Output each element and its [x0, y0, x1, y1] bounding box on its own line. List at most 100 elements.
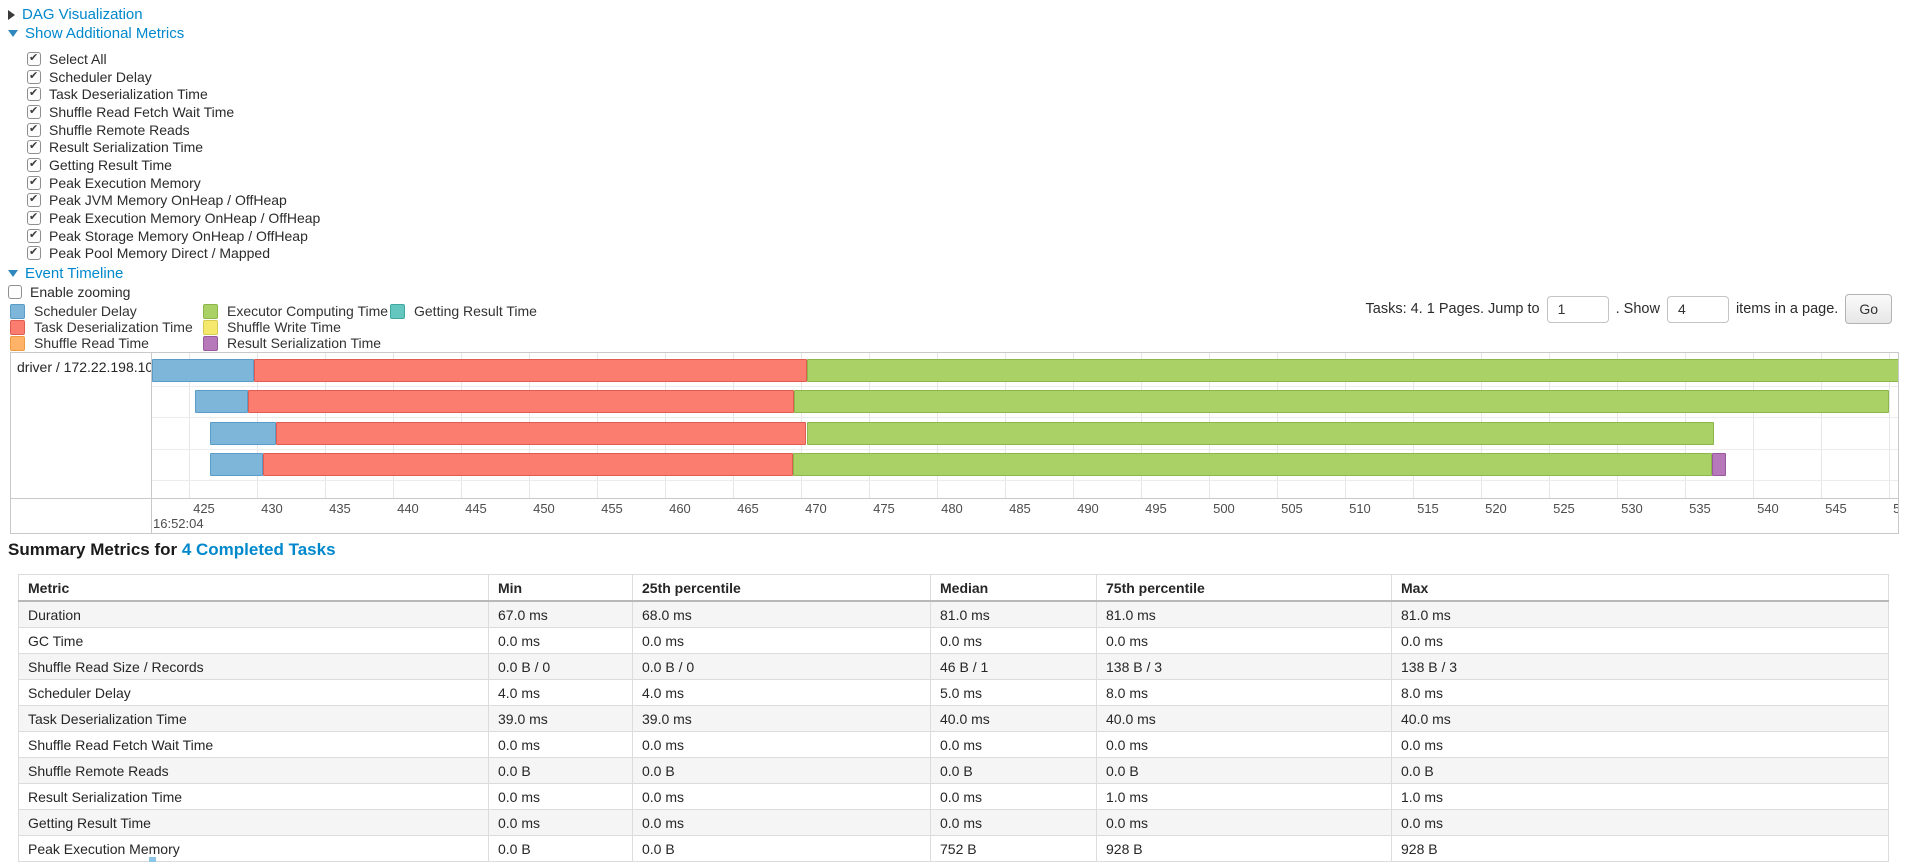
summary-metric-value: 81.0 ms: [1391, 600, 1889, 628]
summary-metric-name: GC Time: [18, 627, 489, 654]
metric-checkbox[interactable]: [27, 51, 41, 66]
summary-metric-value: 68.0 ms: [632, 600, 931, 628]
metric-checkbox-label: Getting Result Time: [49, 156, 172, 173]
summary-metric-value: 4.0 ms: [632, 679, 931, 706]
summary-metric-value: 40.0 ms: [930, 705, 1097, 732]
axis-tick-label: 465: [737, 501, 759, 516]
timeline-bar-task-deserialization[interactable]: [254, 359, 807, 382]
timeline-bar-task-deserialization[interactable]: [276, 421, 807, 445]
timeline-bar-result-serialization[interactable]: [1712, 452, 1726, 476]
metric-checkbox[interactable]: [27, 139, 41, 155]
legend-label: Task Deserialization Time: [34, 319, 193, 336]
timeline-bar-executor-computing[interactable]: [794, 390, 1890, 414]
axis-gridline: [1821, 353, 1823, 498]
legend-item-scheduler-delay: Scheduler Delay: [10, 303, 193, 319]
legend-swatch-icon: [203, 319, 218, 335]
metric-checkbox[interactable]: [27, 192, 41, 208]
timeline-bar-scheduler-delay[interactable]: [152, 359, 255, 382]
summary-metric-value: 0.0 B: [1096, 757, 1392, 784]
task-pagination: Tasks: 4. 1 Pages. Jump to . Show items …: [1366, 294, 1892, 324]
timeline-bar-scheduler-delay[interactable]: [209, 452, 263, 476]
col-header-median: Median: [930, 574, 1097, 602]
metric-checkbox-label: Peak Storage Memory OnHeap / OffHeap: [49, 227, 308, 244]
timeline-bar-executor-computing[interactable]: [806, 421, 1714, 445]
summary-metric-value: 928 B: [1391, 835, 1889, 862]
timeline-bar-executor-computing[interactable]: [792, 452, 1713, 476]
show-additional-metrics-toggle[interactable]: Show Additional Metrics: [8, 25, 184, 42]
summary-metric-value: 0.0 B / 0: [488, 653, 633, 680]
chevron-down-icon: [8, 270, 18, 277]
summary-metric-value: 0.0 ms: [488, 783, 633, 810]
axis-tick-label: 540: [1757, 501, 1779, 516]
timeline-bar-executor-computing[interactable]: [806, 359, 1898, 382]
summary-metric-value: 752 B: [930, 835, 1097, 862]
event-timeline-toggle[interactable]: Event Timeline: [8, 265, 123, 282]
metric-checkbox-label: Peak Execution Memory: [49, 174, 201, 191]
summary-metric-value: 0.0 ms: [930, 783, 1097, 810]
timeline-bar-task-deserialization[interactable]: [247, 390, 795, 414]
metric-checkbox-label: Peak Execution Memory OnHeap / OffHeap: [49, 210, 321, 227]
axis-tick-label: 425: [193, 501, 215, 516]
enable-zooming-checkbox[interactable]: [8, 284, 22, 299]
axis-tick-label: 545: [1825, 501, 1847, 516]
legend-label: Result Serialization Time: [227, 335, 382, 352]
summary-table-row: Peak Execution Memory 0.0 B 0.0 B 752 B 928 …: [18, 835, 1889, 862]
completed-tasks-link[interactable]: 4 Completed Tasks: [181, 540, 336, 559]
axis-tick-label: 535: [1689, 501, 1711, 516]
legend-label: Executor Computing Time: [227, 303, 389, 320]
summary-table-header-row: Metric Min 25th percentile Median 75th p…: [18, 574, 1889, 602]
summary-metric-value: 0.0 B / 0: [632, 653, 931, 680]
row-separator-line: [151, 417, 1898, 419]
summary-table-row: GC Time 0.0 ms 0.0 ms 0.0 ms 0.0 ms 0.0 ms: [18, 627, 1889, 654]
metric-checkbox[interactable]: [27, 69, 41, 84]
summary-metric-value: 0.0 ms: [930, 627, 1097, 654]
summary-metric-value: 40.0 ms: [1096, 705, 1392, 732]
metric-checkbox-row: Peak Execution Memory OnHeap / OffHeap: [27, 209, 320, 227]
axis-tick-label: 470: [805, 501, 827, 516]
axis-tick-label: 430: [261, 501, 283, 516]
summary-metric-value: 0.0 ms: [1096, 627, 1392, 654]
col-header-metric: Metric: [18, 574, 489, 602]
additional-metrics-list: Select All Scheduler Delay Task Deserializ…: [27, 50, 320, 262]
summary-metric-name: Result Serialization Time: [18, 783, 489, 810]
metric-checkbox[interactable]: [27, 104, 41, 119]
event-timeline-label: Event Timeline: [25, 265, 124, 282]
summary-metric-value: 0.0 B: [1391, 757, 1889, 784]
legend-item-shuffle-write: Shuffle Write Time: [203, 319, 388, 335]
metric-checkbox[interactable]: [27, 122, 41, 137]
go-button[interactable]: Go: [1845, 294, 1892, 324]
row-separator-line: [151, 448, 1898, 450]
axis-tick-label: 495: [1145, 501, 1167, 516]
legend-column: Executor Computing Time Shuffle Write Tim…: [203, 303, 388, 352]
metric-checkbox[interactable]: [27, 245, 41, 261]
page-size-input[interactable]: [1666, 295, 1729, 323]
metric-checkbox-row: Result Serialization Time: [27, 138, 320, 156]
metric-checkbox[interactable]: [27, 228, 41, 243]
axis-tick-label: 490: [1077, 501, 1099, 516]
summary-metric-value: 40.0 ms: [1391, 705, 1889, 732]
metric-checkbox[interactable]: [27, 210, 41, 226]
timeline-bar-scheduler-delay[interactable]: [194, 390, 248, 414]
metric-checkbox-label: Peak JVM Memory OnHeap / OffHeap: [49, 192, 287, 209]
summary-table-row: Shuffle Read Size / Records 0.0 B / 0 0.0 …: [18, 653, 1889, 680]
dag-visualization-toggle[interactable]: DAG Visualization: [8, 6, 143, 23]
metric-checkbox-row: Peak JVM Memory OnHeap / OffHeap: [27, 192, 320, 210]
summary-metric-name: Task Deserialization Time: [18, 705, 489, 732]
summary-metrics-table: Metric Min 25th percentile Median 75th p…: [18, 574, 1889, 862]
chevron-down-icon: [8, 30, 18, 37]
metric-checkbox[interactable]: [27, 175, 41, 190]
timeline-bar-scheduler-delay[interactable]: [209, 421, 277, 445]
metric-checkbox[interactable]: [27, 157, 41, 172]
metric-checkbox-label: Shuffle Remote Reads: [49, 121, 190, 138]
summary-metric-value: 1.0 ms: [1391, 783, 1889, 810]
summary-metric-value: 1.0 ms: [1096, 783, 1392, 810]
chevron-right-icon: [8, 9, 15, 20]
metric-checkbox-label: Peak Pool Memory Direct / Mapped: [49, 245, 270, 262]
axis-gridline: [1753, 353, 1755, 498]
timeline-bar-task-deserialization[interactable]: [262, 452, 793, 476]
legend-label: Shuffle Write Time: [227, 319, 341, 336]
legend-item-executor-computing: Executor Computing Time: [203, 303, 388, 319]
axis-tick-label: 455: [601, 501, 623, 516]
metric-checkbox[interactable]: [27, 86, 41, 102]
jump-to-page-input[interactable]: [1546, 295, 1609, 323]
